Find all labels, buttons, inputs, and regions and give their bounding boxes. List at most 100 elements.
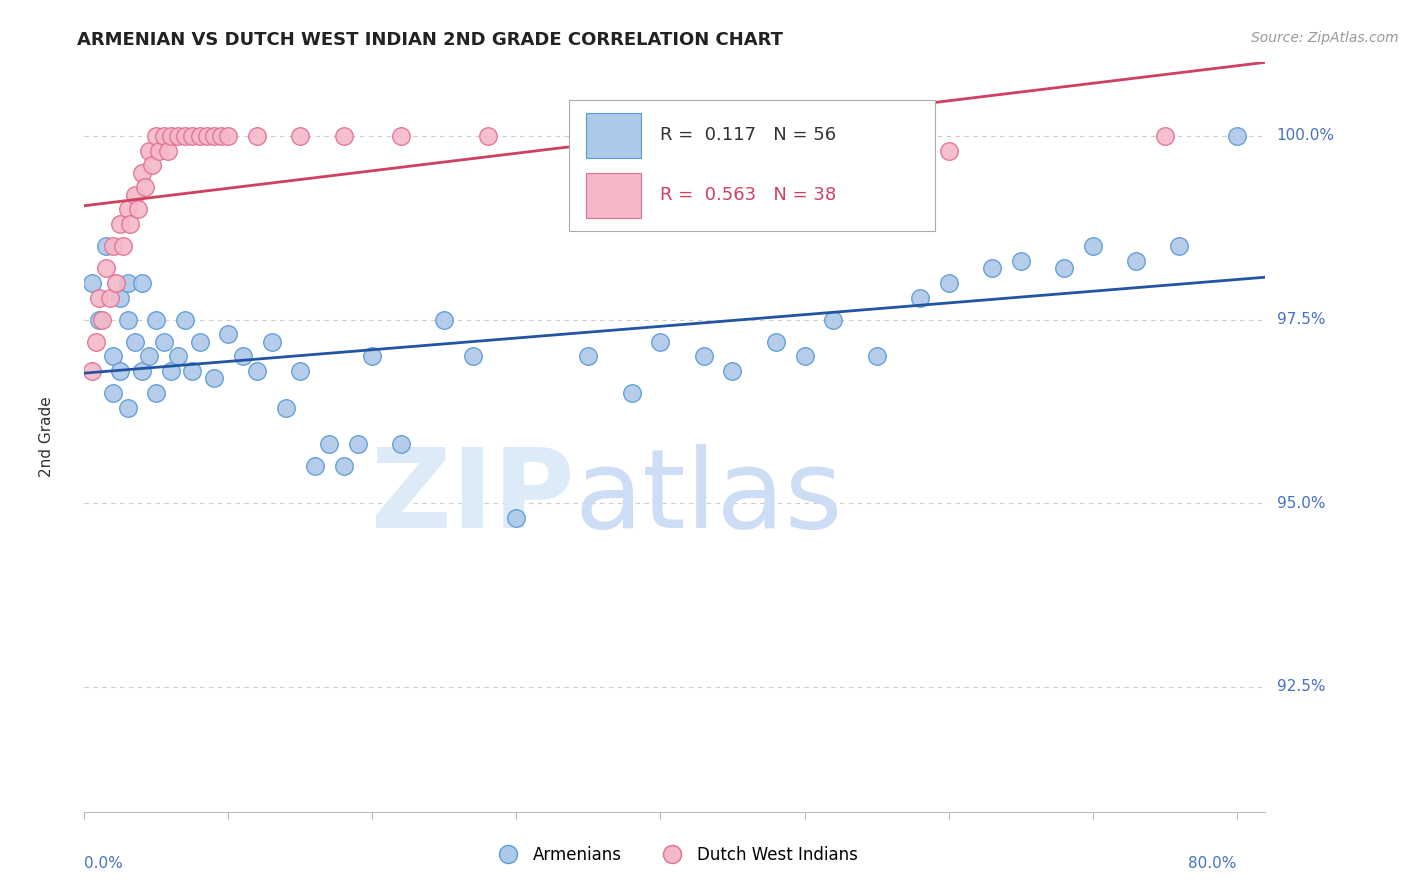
Point	[110, 217, 132, 231]
Point	[246, 364, 269, 378]
Point	[110, 364, 132, 378]
Point	[181, 364, 204, 378]
Point	[433, 312, 456, 326]
Point	[908, 291, 931, 305]
Point	[202, 371, 225, 385]
Point	[1125, 253, 1147, 268]
Text: 80.0%: 80.0%	[1188, 855, 1237, 871]
Point	[463, 349, 485, 363]
Point	[167, 349, 190, 363]
Point	[117, 202, 139, 217]
Point	[87, 312, 110, 326]
Point	[332, 128, 354, 143]
Point	[138, 349, 160, 363]
Point	[131, 276, 153, 290]
Point	[620, 386, 643, 401]
Point	[361, 349, 384, 363]
Text: 100.0%: 100.0%	[1277, 128, 1334, 144]
Point	[202, 128, 225, 143]
Point	[101, 386, 124, 401]
Text: 2nd Grade: 2nd Grade	[39, 397, 53, 477]
Point	[159, 364, 181, 378]
Point	[117, 276, 139, 290]
Point	[1010, 253, 1032, 268]
Point	[765, 334, 787, 349]
Point	[101, 239, 124, 253]
Point	[94, 261, 117, 276]
Text: R =  0.117   N = 56: R = 0.117 N = 56	[659, 127, 835, 145]
Point	[318, 437, 340, 451]
Point	[823, 312, 845, 326]
Point	[1153, 128, 1175, 143]
Point	[110, 291, 132, 305]
Point	[188, 128, 211, 143]
Text: ARMENIAN VS DUTCH WEST INDIAN 2ND GRADE CORRELATION CHART: ARMENIAN VS DUTCH WEST INDIAN 2ND GRADE …	[77, 31, 783, 49]
Point	[290, 364, 312, 378]
Point	[124, 334, 146, 349]
Point	[721, 364, 744, 378]
Point	[304, 459, 326, 474]
Point	[148, 144, 170, 158]
Point	[156, 144, 179, 158]
Point	[246, 128, 269, 143]
Point	[80, 276, 103, 290]
Point	[578, 349, 600, 363]
Point	[260, 334, 283, 349]
Point	[174, 312, 197, 326]
Point	[159, 128, 181, 143]
Point	[145, 386, 167, 401]
Point	[167, 128, 190, 143]
Point	[477, 128, 499, 143]
Point	[94, 239, 117, 253]
Text: 95.0%: 95.0%	[1277, 496, 1324, 511]
Point	[1226, 128, 1249, 143]
Point	[98, 291, 121, 305]
Point	[217, 128, 239, 143]
Point	[1168, 239, 1191, 253]
Point	[1053, 261, 1076, 276]
Text: 0.0%: 0.0%	[84, 855, 124, 871]
Point	[209, 128, 232, 143]
Point	[692, 349, 714, 363]
Point	[138, 144, 160, 158]
Point	[290, 128, 312, 143]
Point	[389, 128, 412, 143]
Text: 92.5%: 92.5%	[1277, 680, 1324, 694]
FancyBboxPatch shape	[586, 173, 641, 218]
Point	[1081, 239, 1104, 253]
Point	[145, 312, 167, 326]
Point	[174, 128, 197, 143]
Point	[117, 401, 139, 415]
Point	[650, 334, 672, 349]
Point	[152, 128, 174, 143]
Point	[332, 459, 354, 474]
Point	[505, 511, 527, 525]
Text: ZIP: ZIP	[371, 443, 575, 550]
FancyBboxPatch shape	[586, 113, 641, 158]
Point	[145, 128, 167, 143]
Point	[232, 349, 254, 363]
Point	[938, 276, 960, 290]
Point	[188, 334, 211, 349]
Point	[117, 312, 139, 326]
Point	[131, 364, 153, 378]
Point	[84, 334, 107, 349]
FancyBboxPatch shape	[568, 100, 935, 231]
Point	[101, 349, 124, 363]
Text: 97.5%: 97.5%	[1277, 312, 1324, 327]
Point	[105, 276, 128, 290]
Point	[112, 239, 135, 253]
Point	[120, 217, 142, 231]
Point	[195, 128, 218, 143]
Point	[134, 180, 156, 194]
Text: R =  0.563   N = 38: R = 0.563 N = 38	[659, 186, 835, 204]
Point	[347, 437, 370, 451]
Point	[274, 401, 297, 415]
Point	[181, 128, 204, 143]
Point	[87, 291, 110, 305]
Point	[124, 187, 146, 202]
Point	[131, 166, 153, 180]
Point	[865, 349, 887, 363]
Point	[141, 158, 163, 172]
Point	[389, 437, 412, 451]
